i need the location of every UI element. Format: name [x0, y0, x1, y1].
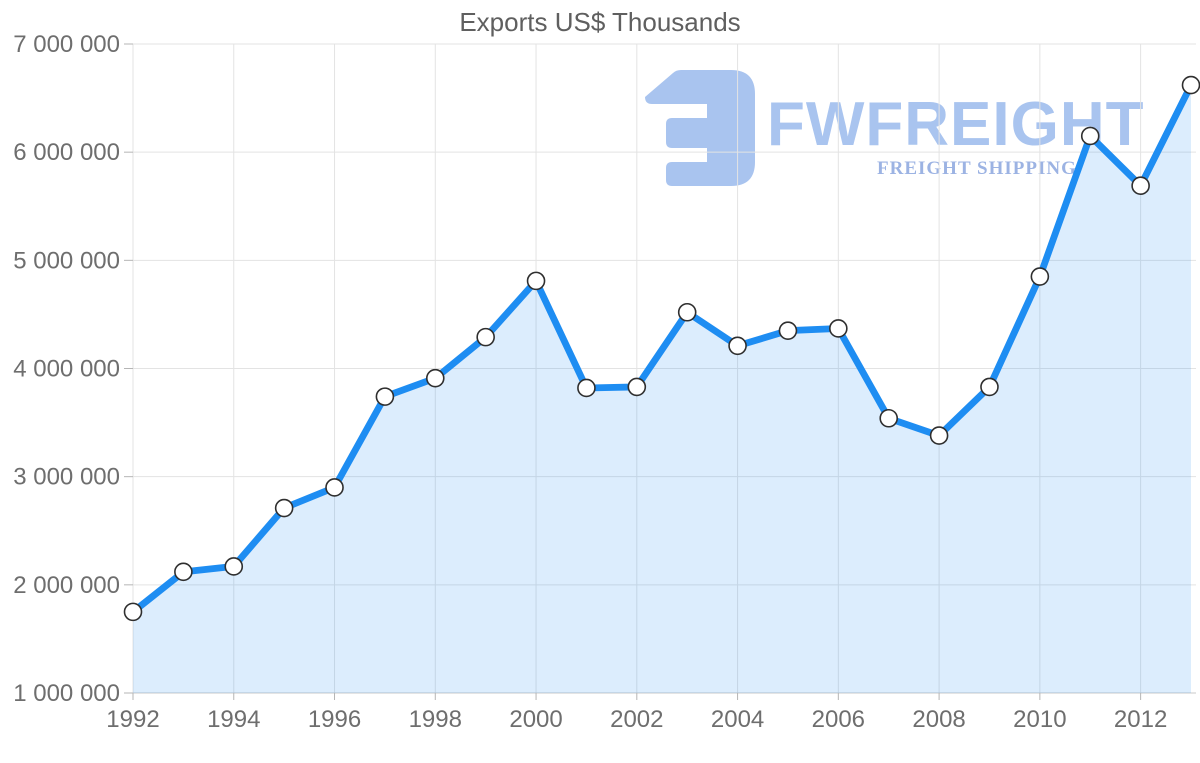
data-point-2009: [980, 377, 999, 397]
data-point-2002: [627, 377, 647, 397]
fwfreight-tagline: FREIGHT SHIPPING: [877, 158, 1077, 179]
y-axis-label: 7 000 000: [13, 31, 120, 58]
data-point-2012: [1131, 176, 1150, 195]
data-point-2003: [677, 302, 697, 322]
y-axis-label: 3 000 000: [13, 464, 120, 491]
x-axis-label: 2002: [610, 706, 663, 733]
x-axis-label: 2008: [912, 706, 965, 733]
data-point-1998: [425, 368, 445, 388]
data-point-2005: [778, 321, 798, 340]
data-point-2004: [728, 336, 747, 356]
x-axis-label: 2006: [812, 706, 865, 733]
x-axis-label: 1996: [308, 706, 361, 733]
data-point-2001: [577, 378, 596, 398]
x-axis-label: 1994: [207, 706, 260, 733]
data-point-2010: [1030, 267, 1050, 286]
fwfreight-watermark: FWFREIGHT FREIGHT SHIPPING: [645, 70, 1200, 200]
y-axis-label: 2 000 000: [13, 572, 120, 599]
y-axis-label: 4 000 000: [13, 356, 120, 383]
data-point-1992: [123, 602, 143, 622]
x-axis-label: 2000: [509, 706, 562, 733]
series-area-fill: [133, 85, 1191, 694]
x-axis-label: 2012: [1114, 706, 1167, 733]
x-axis-label: 1992: [106, 706, 159, 733]
x-axis-label: 1998: [409, 706, 462, 733]
data-point-1995: [274, 498, 294, 518]
y-axis-label: 5 000 000: [13, 247, 120, 274]
data-point-2000: [526, 271, 546, 291]
data-point-2008: [929, 426, 949, 445]
data-point-1999: [476, 327, 495, 347]
data-point-2013: [1181, 75, 1200, 95]
data-point-2011: [1080, 126, 1100, 146]
fwfreight-logo-text: FWFREIGHT: [767, 90, 1145, 159]
data-point-2006: [829, 319, 848, 338]
fwfreight-logo-icon: [645, 70, 755, 186]
data-point-1994: [224, 557, 244, 576]
x-axis-label: 2010: [1013, 706, 1066, 733]
series-line: [129, 81, 1195, 616]
chart-title: Exports US$ Thousands: [459, 7, 741, 37]
data-point-1996: [325, 478, 344, 497]
data-point-2007: [879, 408, 899, 428]
x-axis-label: 2004: [711, 706, 764, 733]
data-point-1997: [375, 387, 395, 406]
data-point-1993: [174, 562, 193, 582]
y-axis-label: 6 000 000: [13, 139, 120, 166]
y-axis-label: 1 000 000: [13, 680, 120, 707]
